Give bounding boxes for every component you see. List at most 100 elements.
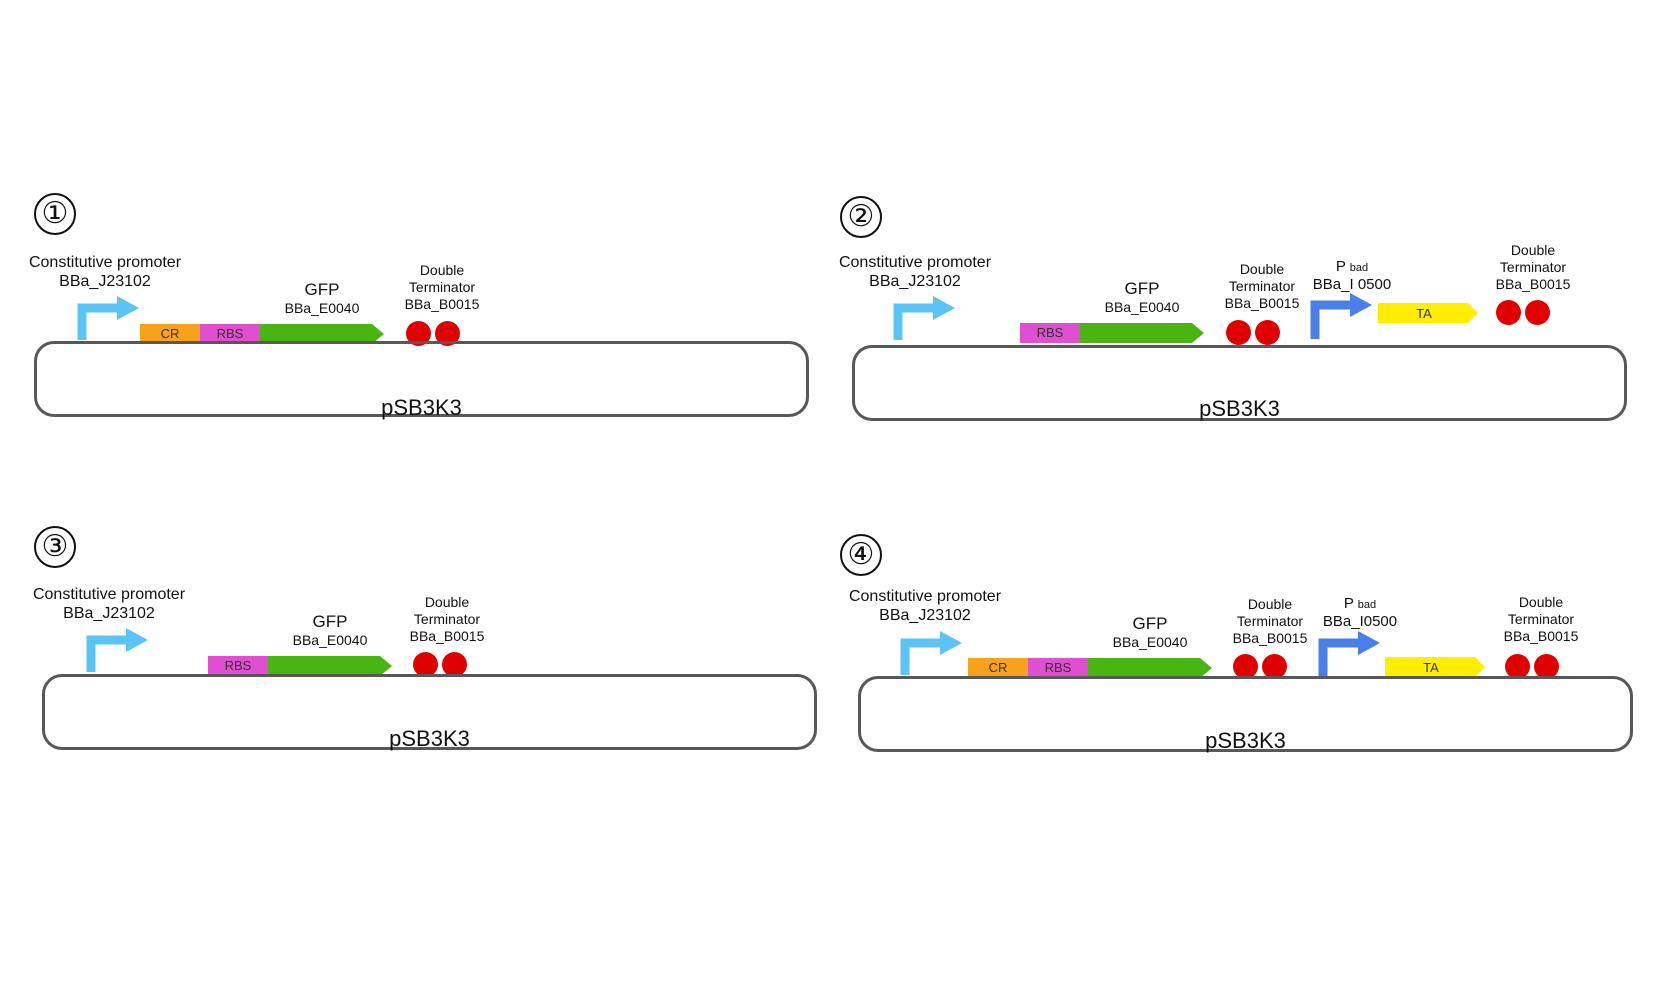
gfp-name: GFP [304,280,340,299]
promoter-name: Constitutive promoter [848,588,1002,605]
terminator-line3: BBa_B0015 [1232,629,1308,646]
gfp-name: GFP [1132,614,1168,633]
plasmid-backbone [852,345,1627,421]
terminator-line1: Double [424,594,470,610]
promoter-label: Constitutive promoter BBa_J23102 [810,253,1020,291]
terminator-line2: Terminator [1507,610,1575,627]
panel-number: ① [34,193,76,235]
plasmid-name: pSB3K3 [389,726,470,751]
terminator-label: Double Terminator BBa_B0015 [1220,596,1320,646]
terminator-circle [1534,654,1559,679]
gfp-label: GFP BBa_E0040 [1090,614,1210,651]
gfp-label: GFP BBa_E0040 [1082,279,1202,316]
promoter-label: Constitutive promoter BBa_J23102 [0,253,210,291]
pbad-code: BBa_I 0500 [1312,276,1392,293]
gfp-gene-arrow [1080,323,1204,343]
gfp-label: GFP BBa_E0040 [262,280,382,317]
promoter-code: BBa_J23102 [869,273,961,291]
terminator-line2: Terminator [413,610,481,627]
promoter-code: BBa_J23102 [879,607,971,625]
ta-label: TA [1423,660,1439,675]
construct-panel-4: ④ Constitutive promoter BBa_J23102 CR RB… [840,534,1640,834]
terminator-circle [1262,654,1287,679]
plasmid-name: pSB3K3 [1199,396,1280,421]
plasmid-backbone [858,676,1633,752]
gfp-gene-arrow [1088,658,1212,678]
construct-panel-2: ② Constitutive promoter BBa_J23102 RBS G… [839,196,1640,496]
constitutive-promoter-arrow-icon [77,296,139,340]
terminator-line3: BBa_B0015 [1503,627,1579,644]
rbs-block: RBS [1028,658,1088,678]
panel-number: ② [840,196,882,238]
promoter-name: Constitutive promoter [838,254,992,271]
terminator-label: Double Terminator BBa_B0015 [1483,242,1583,292]
promoter-label: Constitutive promoter BBa_J23102 [820,587,1030,625]
gfp-code: BBa_E0040 [284,300,360,317]
pbad-p: P [1335,258,1346,275]
terminator-line3: BBa_B0015 [1224,294,1300,311]
pbad-sub: bad [1357,599,1377,611]
terminator-line3: BBa_B0015 [1495,275,1571,292]
promoter-label: Constitutive promoter BBa_J23102 [4,585,214,623]
promoter-name: Constitutive promoter [32,586,186,603]
terminator-line3: BBa_B0015 [404,295,480,312]
terminator-line1: Double [419,262,465,278]
ta-gene-arrow: TA [1385,657,1485,677]
pbad-code: BBa_I0500 [1322,613,1398,630]
panel-number: ③ [34,526,76,568]
plasmid-name: pSB3K3 [1205,728,1286,753]
pbad-label: P bad BBa_I 0500 [1302,258,1402,294]
pbad-promoter-arrow-icon [1318,631,1380,677]
terminator-circle [442,652,467,677]
constitutive-promoter-arrow-icon [900,631,962,675]
promoter-code: BBa_J23102 [63,605,155,623]
terminator-label: Double Terminator BBa_B0015 [392,262,492,312]
gfp-code: BBa_E0040 [292,632,368,649]
terminator-line2: Terminator [1499,258,1567,275]
pbad-promoter-arrow-icon [1310,293,1372,339]
pbad-p: P [1343,595,1354,612]
pbad-label: P bad BBa_I0500 [1310,595,1410,631]
rbs-block: RBS [200,324,260,344]
gfp-name: GFP [312,612,348,631]
terminator-line1: Double [1239,261,1285,277]
constitutive-promoter-arrow-icon [893,296,955,340]
terminator-circle [1233,654,1258,679]
terminator-circle [1255,320,1280,345]
terminator-circle [413,652,438,677]
ta-gene-arrow: TA [1378,303,1478,323]
terminator-line1: Double [1247,596,1293,612]
terminator-label: Double Terminator BBa_B0015 [397,594,497,644]
gfp-code: BBa_E0040 [1112,634,1188,651]
gfp-label: GFP BBa_E0040 [270,612,390,649]
construct-panel-1: ① Constitutive promoter BBa_J23102 CR RB… [29,193,834,493]
terminator-circle [1226,320,1251,345]
terminator-circle [1525,300,1550,325]
constitutive-promoter-arrow-icon [86,628,148,672]
rbs-block: RBS [1020,323,1080,343]
promoter-code: BBa_J23102 [59,273,151,291]
cr-block: CR [140,324,200,344]
gfp-gene-arrow [260,324,384,344]
terminator-line2: Terminator [1236,612,1304,629]
rbs-block: RBS [208,656,268,676]
construct-panel-3: ③ Constitutive promoter BBa_J23102 RBS G… [33,526,834,826]
terminator-line1: Double [1518,594,1564,610]
plasmid-backbone [42,674,817,750]
gfp-code: BBa_E0040 [1104,299,1180,316]
terminator-line2: Terminator [1228,277,1296,294]
terminator-line2: Terminator [408,278,476,295]
terminator-circle [1505,654,1530,679]
gfp-gene-arrow [268,656,392,676]
panel-number: ④ [840,534,882,576]
promoter-name: Constitutive promoter [28,254,182,271]
pbad-sub: bad [1349,262,1369,274]
gfp-name: GFP [1124,279,1160,298]
ta-label: TA [1416,306,1432,321]
terminator-label: Double Terminator BBa_B0015 [1212,261,1312,311]
cr-block: CR [968,658,1028,678]
terminator-line3: BBa_B0015 [409,627,485,644]
plasmid-name: pSB3K3 [381,395,462,420]
terminator-label: Double Terminator BBa_B0015 [1491,594,1591,644]
terminator-line1: Double [1510,242,1556,258]
